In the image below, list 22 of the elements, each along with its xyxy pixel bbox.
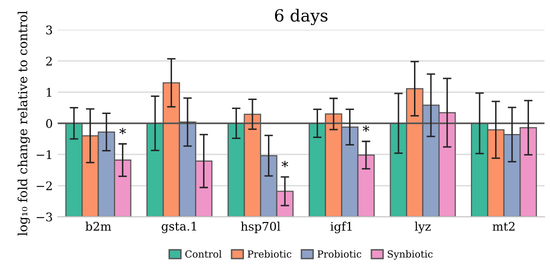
x-tick-label: b2m [86, 222, 112, 231]
legend-label: Prebiotic [248, 250, 292, 258]
annotation: * [119, 128, 126, 134]
legend-label: Probiotic [318, 250, 362, 258]
annotation: * [282, 160, 288, 168]
x-tick-label: lyz [414, 222, 431, 234]
annotation: * [362, 125, 370, 132]
y-tick-label: 0 [46, 119, 52, 128]
chart-title: 6 days [275, 8, 328, 26]
x-tick-label: gsta.1 [162, 222, 196, 234]
y-tick-label: 1 [46, 88, 52, 97]
x-tick-label: mt2 [492, 222, 515, 231]
y-tick-label: 3 [46, 26, 52, 34]
x-tick-label: igf1 [330, 222, 352, 234]
y-tick-label: −3 [36, 212, 52, 222]
x-tick-label: hsp70l [240, 222, 280, 234]
y-tick-label: 2 [46, 56, 52, 66]
legend-label: Control [185, 250, 222, 258]
y-tick-label: −2 [36, 181, 52, 190]
y-tick-label: −1 [36, 150, 52, 159]
legend-label: Synbiotic [388, 250, 433, 260]
y-axis-title: log₁₀ fold change relative to control [18, 10, 30, 236]
